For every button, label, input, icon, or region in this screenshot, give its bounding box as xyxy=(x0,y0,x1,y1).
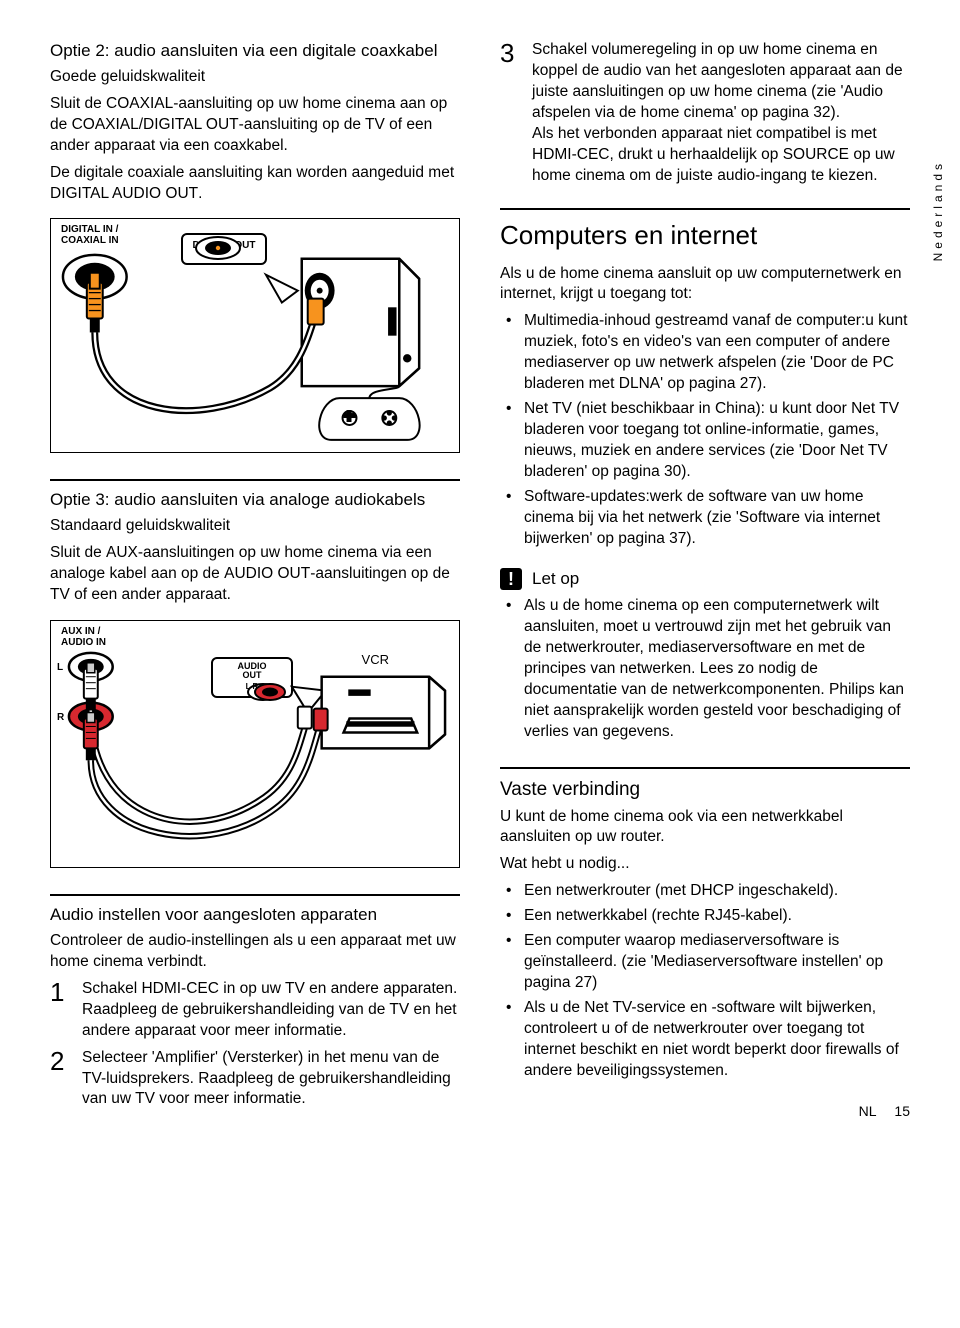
diag2-svg xyxy=(51,621,459,868)
wired-connection-list: Een netwerkrouter (met DHCP ingeschakeld… xyxy=(500,881,910,1085)
rule xyxy=(500,208,910,210)
step-1: Schakel HDMI-CEC in op uw TV en andere a… xyxy=(50,979,460,1042)
step3-text-a: Schakel volumeregeling in op uw home cin… xyxy=(532,41,903,121)
kw: Software-updates: xyxy=(524,488,650,505)
audio-settings-intro: Controleer de audio-instellingen als u e… xyxy=(50,931,460,973)
rule xyxy=(500,767,910,769)
step-2: Selecteer 'Amplifier' (Versterker) in he… xyxy=(50,1048,460,1111)
audio-settings-title: Audio instellen voor aangesloten apparat… xyxy=(50,904,460,927)
kw-aux: AUX xyxy=(106,544,138,561)
left-column: Optie 2: audio aansluiten via een digita… xyxy=(50,40,460,1116)
page-columns: Optie 2: audio aansluiten via een digita… xyxy=(50,40,910,1116)
t: Sluit de xyxy=(50,544,106,561)
kw-coaxdigout: COAXIAL/DIGITAL OUT xyxy=(72,116,239,133)
option3-title: Optie 3: audio aansluiten via analoge au… xyxy=(50,489,460,512)
audio-settings-steps: Schakel HDMI-CEC in op uw TV en andere a… xyxy=(50,979,460,1117)
option2-text-1: Sluit de COAXIAL-aansluiting op uw home … xyxy=(50,94,460,157)
rule xyxy=(50,479,460,481)
kw-coaxial: COAXIAL xyxy=(106,95,173,112)
computers-internet-title: Computers en internet xyxy=(500,218,910,253)
list-item: Als u de Net TV-service en -software wil… xyxy=(524,998,910,1082)
list-item: Een netwerkrouter (met DHCP ingeschakeld… xyxy=(524,881,910,902)
diag1-svg xyxy=(51,219,459,453)
warning-icon: ! xyxy=(500,568,522,590)
option3-subtitle: Standaard geluidskwaliteit xyxy=(50,516,460,537)
note-header: ! Let op xyxy=(500,568,910,591)
t: Sluit de xyxy=(50,95,106,112)
diagram-digital-coax: DIGITAL IN / COAXIAL IN DIGITAL OUT xyxy=(50,218,460,453)
language-side-tab: Nederlands xyxy=(930,160,946,261)
step-3: Schakel volumeregeling in op uw home cin… xyxy=(500,40,910,186)
kw: Net TV xyxy=(524,400,572,417)
option3-text: Sluit de AUX-aansluitingen op uw home ci… xyxy=(50,543,460,606)
t: . xyxy=(198,185,202,202)
computers-internet-intro: Als u de home cinema aansluit op uw comp… xyxy=(500,264,910,306)
diagram-analog-aux: AUX IN / AUDIO IN L R VCR AUDIO OUT L R xyxy=(50,620,460,868)
footer-lang: NL xyxy=(859,1103,877,1119)
page-footer: NL 15 xyxy=(859,1102,910,1121)
note-title: Let op xyxy=(532,568,579,591)
right-column: Schakel volumeregeling in op uw home cin… xyxy=(500,40,910,1116)
rule xyxy=(50,894,460,896)
note-block: ! Let op Als u de home cinema op een com… xyxy=(500,568,910,747)
list-item: Software-updates:werk de software van uw… xyxy=(524,487,910,550)
t: De digitale coaxiale aansluiting kan wor… xyxy=(50,164,454,181)
computers-internet-list: Multimedia-inhoud gestreamd vanaf de com… xyxy=(500,311,910,553)
list-item: Net TV (niet beschikbaar in China): u ku… xyxy=(524,399,910,483)
kw-digaudout: DIGITAL AUDIO OUT xyxy=(50,185,198,202)
wired-connection-intro: U kunt de home cinema ook via een netwer… xyxy=(500,807,910,849)
wired-connection-title: Vaste verbinding xyxy=(500,777,910,803)
wired-connection-need: Wat hebt u nodig... xyxy=(500,854,910,875)
note-body-list: Als u de home cinema op een computernetw… xyxy=(500,596,910,742)
list-item: Een computer waarop mediaserversoftware … xyxy=(524,931,910,994)
kw: Multimedia-inhoud gestreamd vanaf de com… xyxy=(524,312,865,329)
option2-title: Optie 2: audio aansluiten via een digita… xyxy=(50,40,460,63)
kw-source: SOURCE xyxy=(783,146,849,163)
option2-text-2: De digitale coaxiale aansluiting kan wor… xyxy=(50,163,460,205)
t: (niet beschikbaar in China): u kunt door… xyxy=(524,400,899,480)
option2-subtitle: Goede geluidskwaliteit xyxy=(50,67,460,88)
list-item: Multimedia-inhoud gestreamd vanaf de com… xyxy=(524,311,910,395)
list-item: Een netwerkkabel (rechte RJ45-kabel). xyxy=(524,906,910,927)
footer-page: 15 xyxy=(894,1103,910,1119)
note-body: Als u de home cinema op een computernetw… xyxy=(524,596,910,742)
kw-audout: AUDIO OUT xyxy=(224,565,310,582)
